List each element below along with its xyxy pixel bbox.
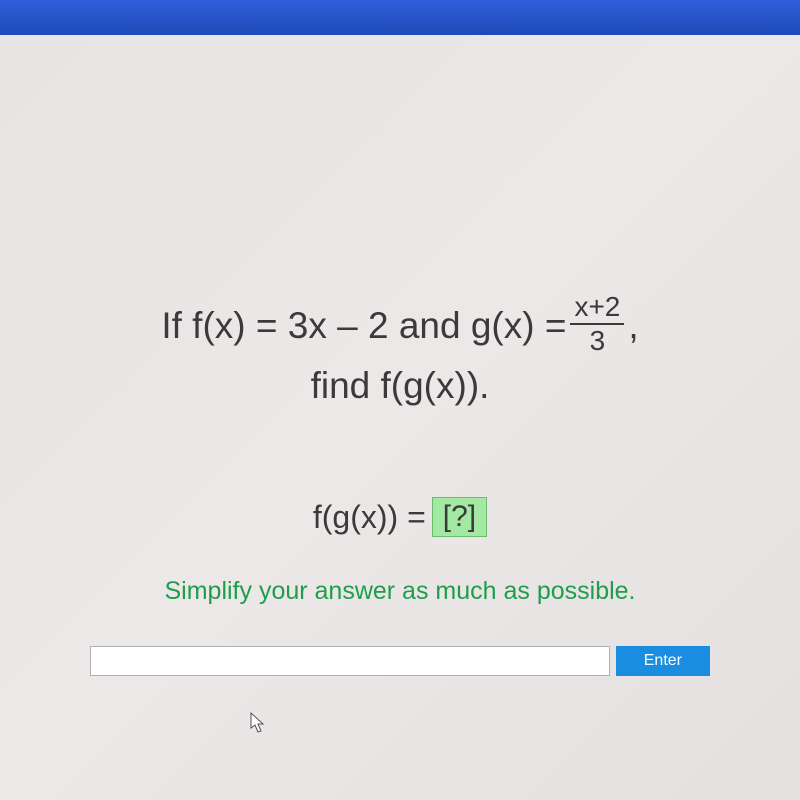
problem-suffix: , xyxy=(628,305,638,347)
answer-lhs: f(g(x)) = xyxy=(313,499,426,536)
problem-line-2: find f(g(x)). xyxy=(0,365,800,407)
answer-placeholder-box: [?] xyxy=(432,497,487,537)
enter-button[interactable]: Enter xyxy=(616,646,710,676)
fraction-denominator: 3 xyxy=(590,325,606,355)
question-mark: ? xyxy=(451,500,468,533)
answer-input[interactable] xyxy=(90,646,610,676)
fraction-numerator: x+2 xyxy=(570,293,624,325)
input-row: Enter xyxy=(0,646,800,676)
bracket-open: [ xyxy=(443,500,451,533)
content-area: If f(x) = 3x – 2 and g(x) = x+2 3 , find… xyxy=(0,35,800,676)
fraction: x+2 3 xyxy=(570,293,624,355)
bracket-close: ] xyxy=(468,500,476,533)
title-bar xyxy=(0,0,800,35)
answer-line: f(g(x)) = [?] xyxy=(0,497,800,537)
hint-text: Simplify your answer as much as possible… xyxy=(0,577,800,606)
problem-line-1: If f(x) = 3x – 2 and g(x) = x+2 3 , xyxy=(0,295,800,357)
problem-prefix: If f(x) = 3x – 2 and g(x) = xyxy=(161,305,566,347)
cursor-icon xyxy=(250,712,266,734)
